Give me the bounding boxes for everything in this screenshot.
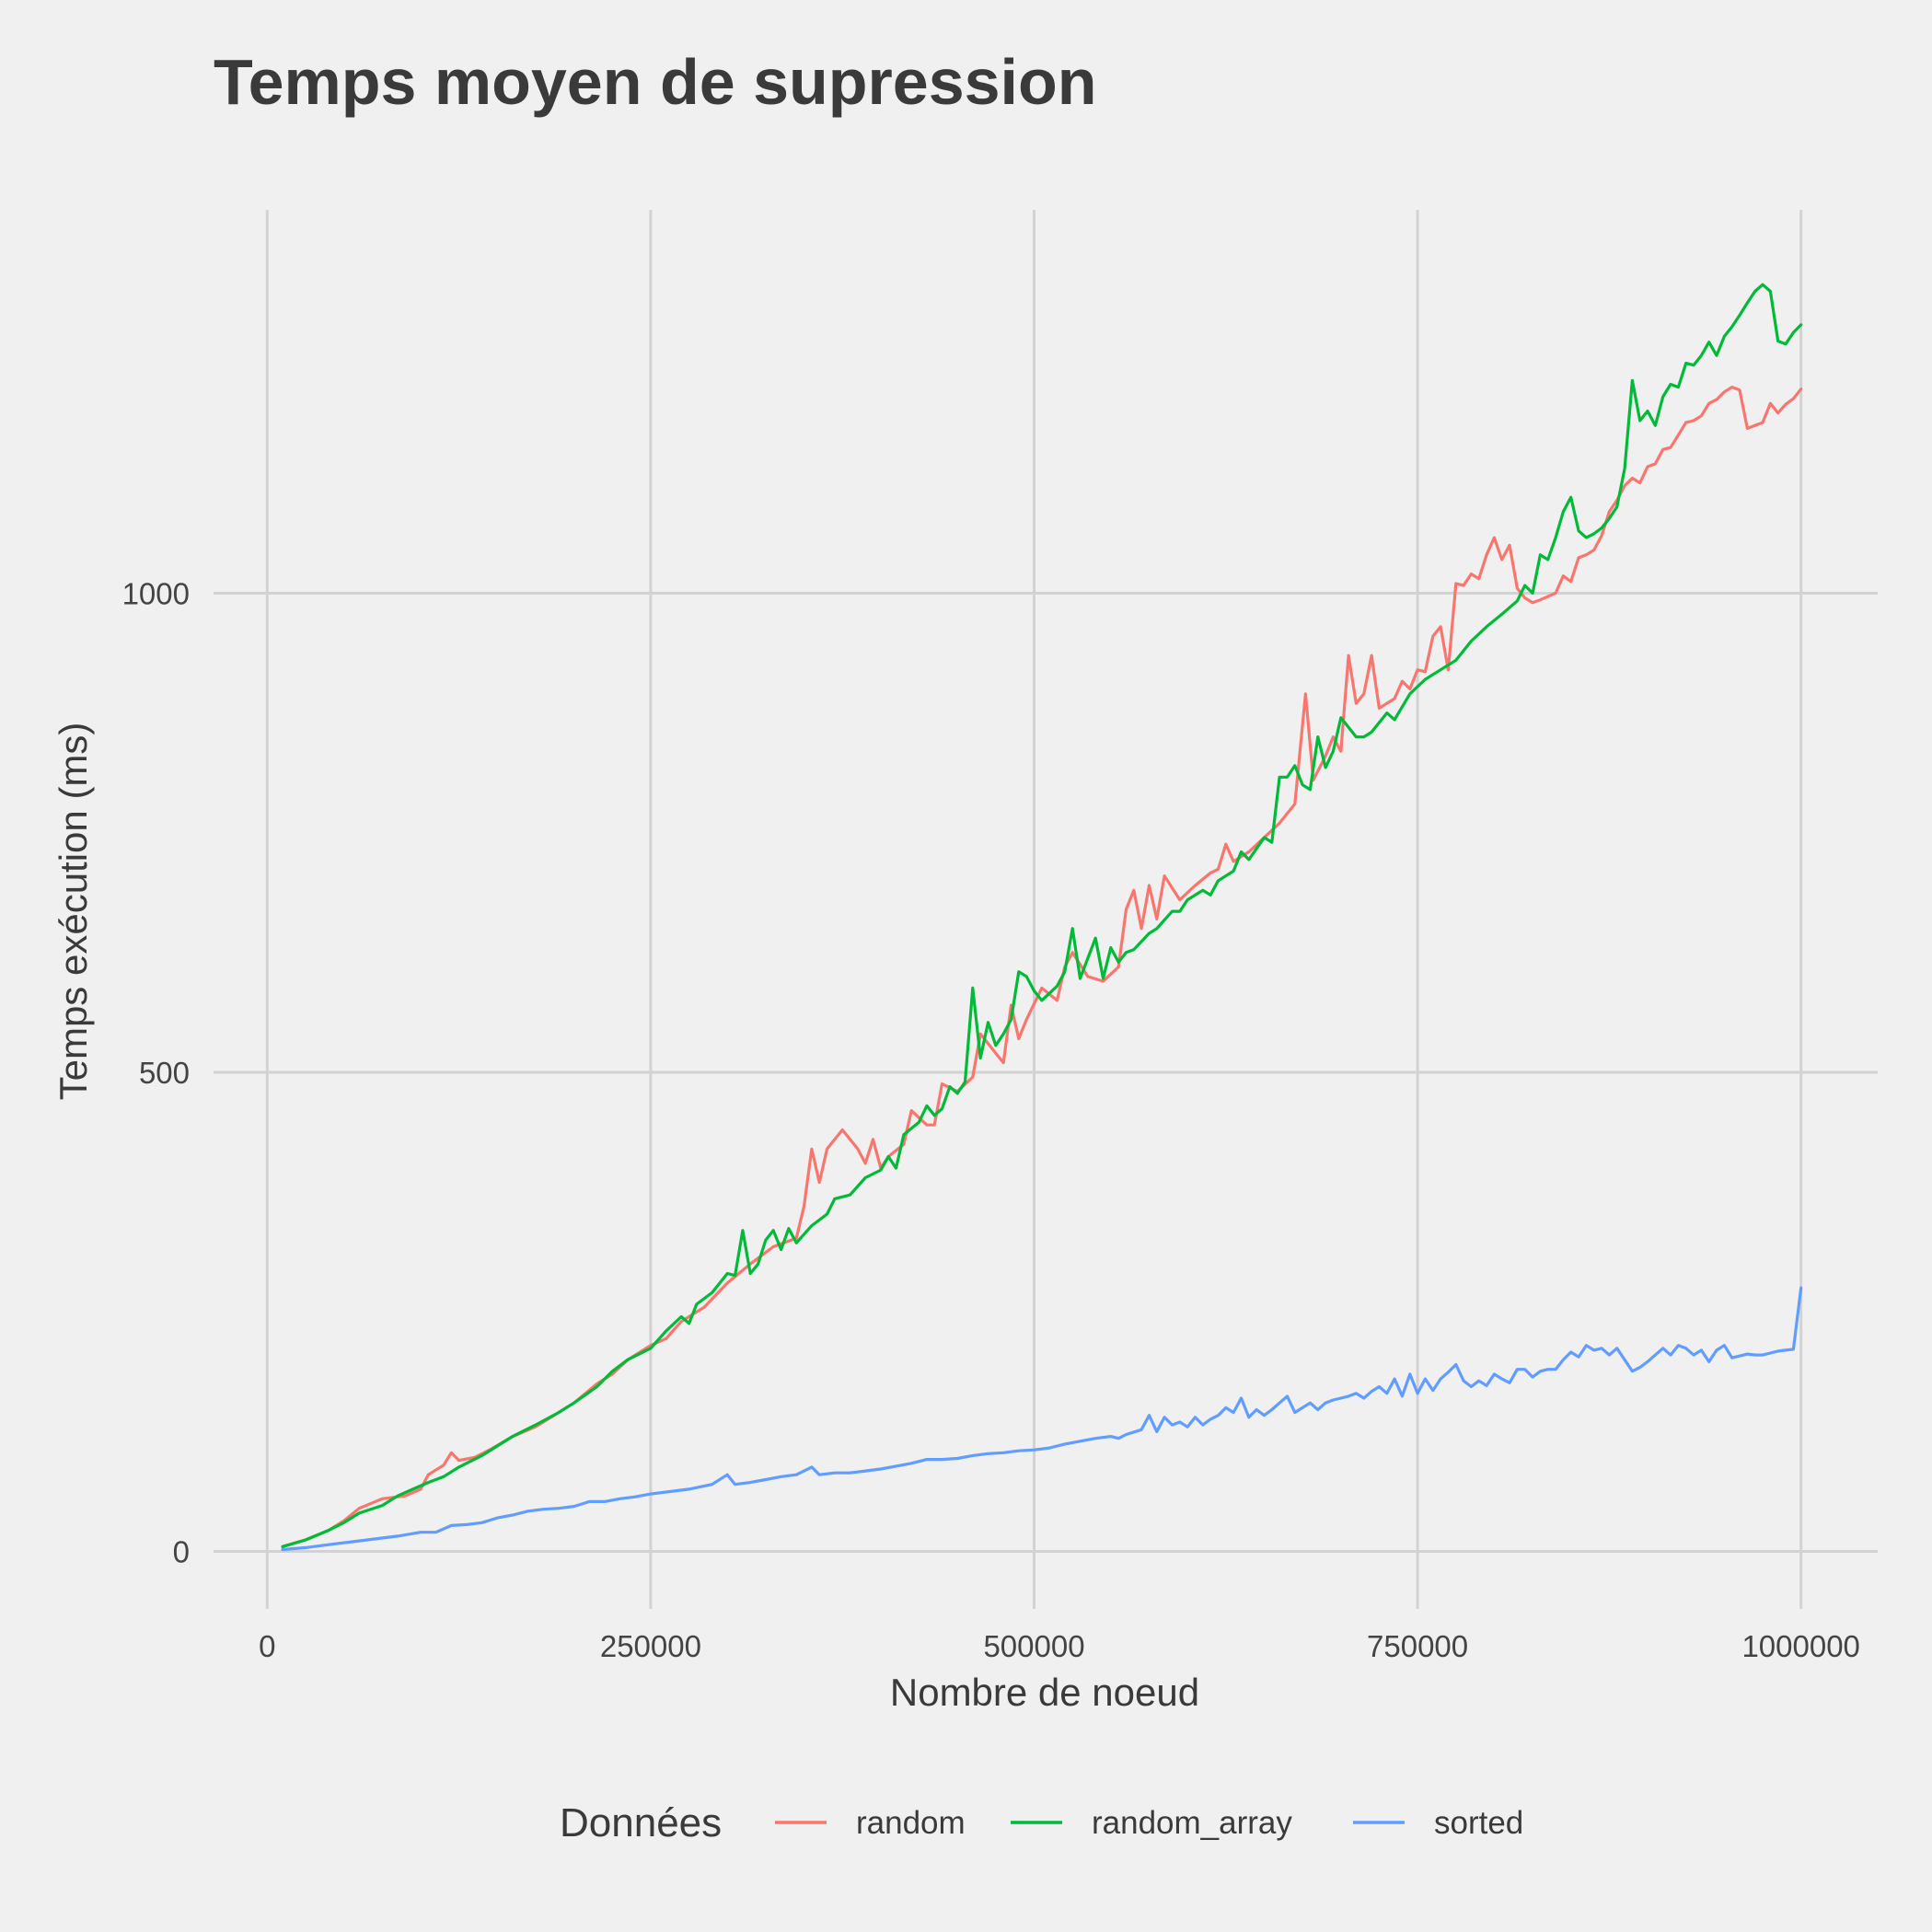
gridlines (214, 210, 1878, 1609)
y-tick-label: 1000 (122, 576, 190, 610)
series-line-random-array (281, 283, 1803, 1548)
legend-label-random: random (856, 1805, 966, 1841)
x-axis-title: Nombre de noeud (890, 1671, 1199, 1714)
y-axis-title: Temps exécution (ms) (52, 723, 95, 1101)
x-tick-label: 750000 (1367, 1629, 1468, 1663)
chart-title: Temps moyen de supression (214, 46, 1097, 118)
legend-label-random-array: random_array (1092, 1805, 1292, 1841)
x-tick-label: 500000 (983, 1629, 1084, 1663)
y-tick-label: 0 (173, 1535, 190, 1569)
legend-title: Données (560, 1800, 722, 1845)
x-tick-label: 0 (259, 1629, 275, 1663)
series-line-sorted (281, 1286, 1803, 1552)
x-axis-ticks: 0 250000 500000 750000 1000000 (259, 1629, 1860, 1663)
y-axis-ticks: 0 500 1000 (122, 576, 190, 1568)
y-tick-label: 500 (139, 1056, 190, 1090)
x-tick-label: 1000000 (1741, 1629, 1859, 1663)
series-layer (281, 283, 1803, 1552)
x-tick-label: 250000 (600, 1629, 701, 1663)
legend: Données random random_array sorted (560, 1800, 1523, 1845)
legend-label-sorted: sorted (1434, 1805, 1523, 1841)
